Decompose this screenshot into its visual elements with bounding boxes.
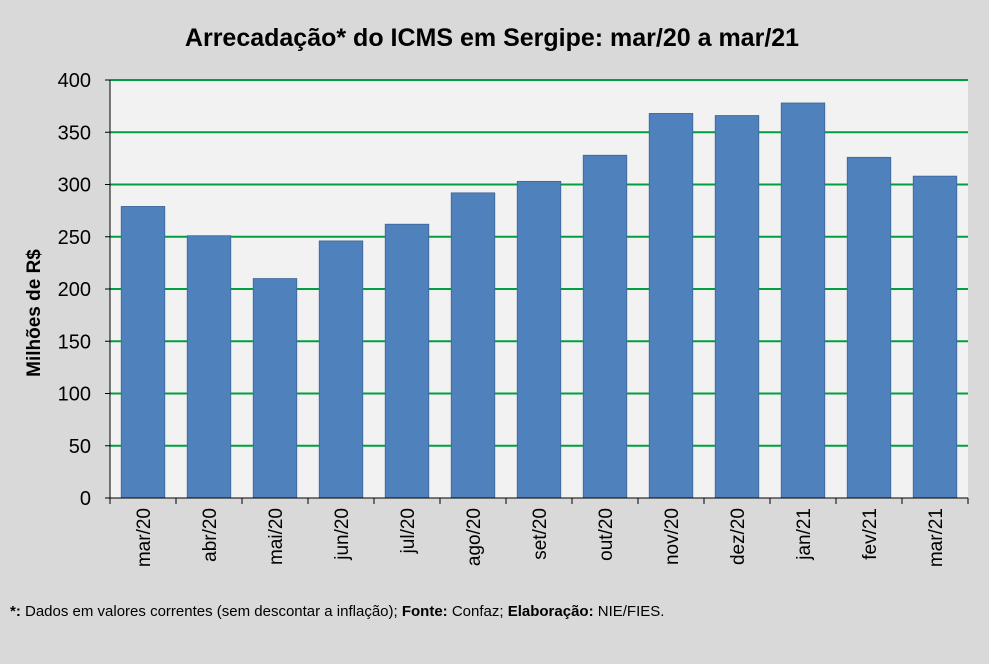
footnote-credit: NIE/FIES. (593, 603, 665, 620)
y-tick-label: 50 (69, 436, 91, 458)
x-tick-label: mar/21 (926, 508, 947, 567)
bar (450, 192, 496, 499)
bars (120, 102, 958, 499)
y-tick-label: 250 (58, 227, 91, 249)
y-tick-labels: 0 50 100 150 200 250 300 350 400 (58, 70, 91, 510)
bar (846, 156, 892, 499)
bar (120, 206, 166, 499)
bar (186, 235, 232, 499)
y-tick-label: 0 (80, 488, 91, 510)
footnote-credit-label: Elaboração: (507, 603, 594, 620)
y-axis-label: Milhões de R$ (24, 249, 45, 377)
y-tick-label: 150 (58, 331, 91, 353)
x-tick-label: mar/20 (134, 508, 155, 567)
x-tick-label: fev/21 (860, 508, 881, 560)
y-tick-label: 100 (58, 384, 91, 406)
bar (252, 278, 298, 499)
x-tick-label: mai/20 (266, 508, 287, 565)
x-tick-label: dez/20 (728, 508, 749, 565)
footnote-source-label: Fonte: (401, 603, 448, 620)
bar (780, 102, 826, 499)
bar (318, 240, 364, 499)
chart-title: Arrecadação* do ICMS em Sergipe: mar/20 … (185, 24, 799, 52)
y-tick-label: 200 (58, 279, 91, 301)
y-tick-label: 400 (58, 70, 91, 92)
footnote-source: Confaz; (447, 603, 508, 620)
footnote-note: Dados em valores correntes (sem desconta… (20, 603, 402, 620)
x-tick-label: ago/20 (464, 508, 485, 566)
bar (648, 113, 694, 499)
y-tick-label: 300 (58, 175, 91, 197)
x-tick-label: jan/21 (794, 508, 815, 561)
bar (714, 115, 760, 499)
x-tick-label: set/20 (530, 508, 551, 560)
x-tick-label: jun/20 (332, 508, 353, 561)
x-tick-label: jul/20 (398, 508, 419, 554)
x-tick-label: out/20 (596, 508, 617, 561)
axes (105, 79, 969, 504)
bar (912, 175, 958, 499)
x-tick-labels: mar/20 abr/20 mai/20 jun/20 jul/20 ago/20 set/… (134, 508, 947, 567)
x-tick-label: abr/20 (200, 508, 221, 562)
x-tick-label: nov/20 (662, 508, 683, 565)
bar (516, 180, 562, 499)
bar (384, 223, 430, 499)
bar (582, 154, 628, 499)
y-tick-label: 350 (58, 122, 91, 144)
footnote-marker: *: (10, 603, 21, 620)
footnote: *: Dados em valores correntes (sem desco… (10, 603, 664, 620)
